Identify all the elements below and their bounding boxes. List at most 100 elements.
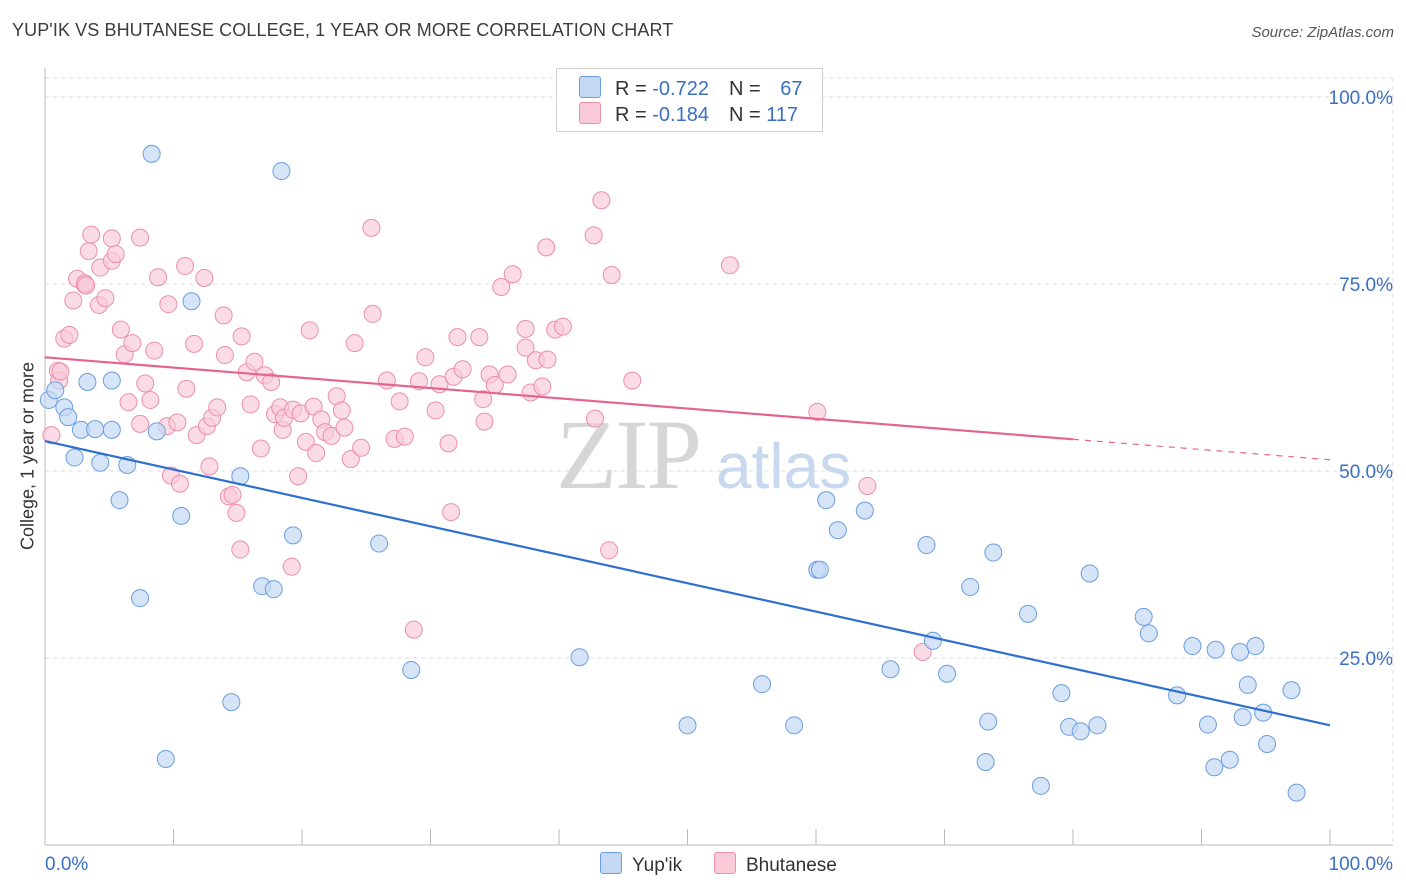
bhutanese-point	[251, 439, 270, 458]
legend-row-yupik: R = -0.722 N = 67	[579, 76, 802, 100]
legend-row-bhutanese: R = -0.184 N = 117	[579, 102, 798, 126]
yupik-point	[1071, 722, 1090, 741]
bhutanese-point	[131, 414, 150, 433]
legend-n-value: 117	[766, 104, 799, 126]
yupik-point	[46, 381, 65, 400]
bhutanese-point	[858, 476, 877, 495]
y-tick-label: 100.0%	[1329, 88, 1394, 109]
bhutanese-point	[300, 321, 319, 340]
bhutanese-point	[533, 377, 552, 396]
bhutanese-trend-line	[44, 356, 1074, 441]
bhutanese-point	[538, 350, 557, 369]
x-tick-label: 0.0%	[45, 854, 88, 875]
bottom-legend-yupik[interactable]: Yup'ik	[600, 852, 682, 877]
bhutanese-point	[208, 398, 227, 417]
yupik-swatch	[600, 852, 622, 874]
yupik-point	[1052, 684, 1071, 703]
trend-lines	[44, 356, 1331, 727]
bhutanese-point	[159, 295, 178, 314]
yupik-point	[147, 422, 166, 441]
yupik-point	[264, 580, 283, 599]
bhutanese-point	[241, 395, 260, 414]
bhutanese-point	[232, 327, 251, 346]
yupik-point	[284, 526, 303, 545]
bhutanese-point	[60, 325, 79, 344]
yupik-point	[1238, 675, 1257, 694]
axes	[44, 68, 1393, 846]
yupik-point	[917, 536, 936, 555]
yupik-point	[938, 664, 957, 683]
legend-r-value: -0.184	[652, 104, 709, 126]
yupik-point	[131, 589, 150, 608]
bhutanese-point	[119, 393, 138, 412]
bhutanese-point	[623, 371, 642, 390]
legend-r-value: -0.722	[652, 78, 709, 100]
bhutanese-point	[227, 503, 246, 522]
yupik-point	[1220, 750, 1239, 769]
yupik-point	[810, 560, 829, 579]
yupik-point	[1233, 708, 1252, 727]
bhutanese-point	[602, 266, 621, 285]
bhutanese-point	[377, 371, 396, 390]
legend-r-label: R =	[615, 78, 653, 100]
legend-n-value: 67	[780, 78, 803, 100]
bhutanese-trend-extension	[1072, 438, 1331, 461]
yupik-point	[1088, 716, 1107, 735]
bhutanese-point	[64, 291, 83, 310]
watermark-atlas: atlas	[716, 430, 851, 502]
yupik-point	[182, 292, 201, 311]
bhutanese-point	[262, 372, 281, 391]
bhutanese-point	[82, 225, 101, 244]
yupik-point	[1206, 640, 1225, 659]
correlation-legend: R = -0.722 N = 67 R = -0.184 N = 117	[556, 68, 823, 132]
y-tick-label: 75.0%	[1339, 275, 1393, 296]
yupik-point	[59, 408, 78, 427]
yupik-point	[1080, 564, 1099, 583]
bhutanese-point	[245, 352, 264, 371]
bottom-legend-yupik-label: Yup'ik	[632, 855, 683, 876]
x-tick-label: 100.0%	[1329, 854, 1394, 875]
bhutanese-point	[442, 503, 461, 522]
yupik-point	[1031, 776, 1050, 795]
yupik-point	[222, 693, 241, 712]
yupik-swatch	[579, 76, 601, 98]
bottom-legend-bhutanese[interactable]: Bhutanese	[714, 852, 837, 877]
bhutanese-point	[585, 409, 604, 428]
bhutanese-point	[106, 245, 125, 264]
yupik-point	[1134, 607, 1153, 626]
bhutanese-point	[470, 328, 489, 347]
bhutanese-point	[136, 374, 155, 393]
bhutanese-point	[390, 392, 409, 411]
bhutanese-point	[341, 450, 360, 469]
bhutanese-point	[362, 218, 381, 237]
yupik-point	[1287, 783, 1306, 802]
bhutanese-point	[149, 268, 168, 287]
yupik-point	[1139, 624, 1158, 643]
watermark: ZIP atlas	[556, 399, 851, 510]
yupik-point	[817, 491, 836, 510]
legend-n-label: N =	[728, 104, 767, 126]
yupik-point	[156, 749, 175, 768]
bhutanese-points	[42, 191, 932, 662]
bhutanese-point	[404, 620, 423, 639]
bhutanese-point	[352, 438, 371, 457]
bhutanese-point	[231, 540, 250, 559]
bhutanese-point	[79, 242, 98, 261]
yupik-point	[110, 491, 129, 510]
legend-r-label: R =	[615, 104, 653, 126]
bhutanese-point	[913, 643, 932, 662]
yupik-point	[1258, 735, 1277, 754]
bhutanese-point	[296, 432, 315, 451]
bhutanese-point	[200, 457, 219, 476]
yupik-point	[976, 752, 995, 771]
bhutanese-point	[363, 304, 382, 323]
yupik-point	[678, 716, 697, 735]
y-tick-label: 50.0%	[1339, 462, 1393, 483]
bhutanese-point	[131, 228, 150, 247]
chart-title: YUP'IK VS BHUTANESE COLLEGE, 1 YEAR OR M…	[12, 20, 674, 40]
y-tick-label: 25.0%	[1339, 649, 1393, 670]
yupik-point	[86, 420, 105, 439]
yupik-point	[172, 506, 191, 525]
bhutanese-point	[168, 413, 187, 432]
